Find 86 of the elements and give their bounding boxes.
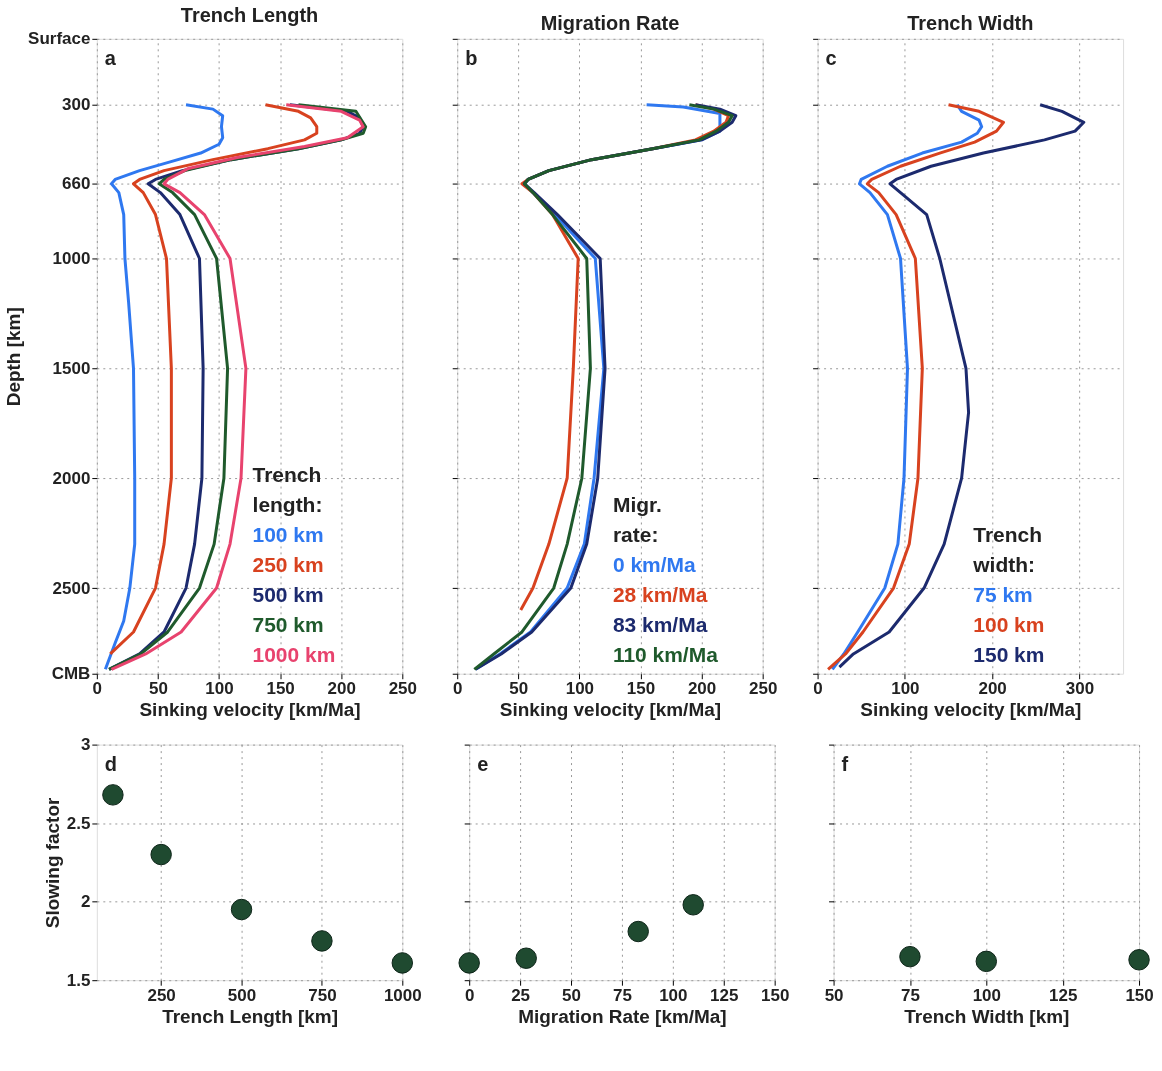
point: [515, 947, 537, 969]
y-tick-label: CMB: [51, 664, 91, 684]
x-axis-title: Sinking velocity [km/Ma]: [860, 699, 1082, 721]
x-tick-label: 100: [205, 679, 234, 699]
x-tick-label: 50: [824, 985, 844, 1005]
annotation: c: [825, 46, 837, 69]
text: 100 km: [973, 612, 1045, 636]
text: 1000 km: [252, 642, 336, 666]
text: 100 km: [252, 522, 324, 546]
x-tick-label: 0: [452, 679, 463, 699]
y-tick-label: 1000: [52, 249, 91, 268]
x-axis-title: Trench Width [km]: [904, 1005, 1070, 1027]
x-tick-label: 75: [612, 985, 632, 1005]
x-tick-label: 0: [92, 679, 103, 699]
x-tick-label: 75: [901, 985, 920, 1005]
point: [682, 894, 704, 916]
y-tick-label: 2.5: [66, 813, 91, 833]
legend-title: Trench length:: [252, 463, 323, 517]
point: [311, 930, 333, 952]
y-tick-label: 3: [80, 735, 91, 755]
x-tick-label: 50: [148, 679, 168, 699]
chart-title: Migration Rate: [540, 12, 680, 35]
annotation: d: [104, 752, 118, 775]
text: 250 km: [252, 552, 324, 576]
legend-title: Trench width:: [972, 522, 1043, 576]
annotation: a: [104, 46, 117, 69]
text: 500 km: [252, 582, 324, 606]
y-axis-title: Depth [km]: [3, 307, 25, 407]
x-tick-label: 50: [562, 985, 581, 1005]
annotation: e: [477, 752, 489, 775]
y-axis-title: Slowing factor: [41, 797, 63, 929]
x-tick-label: 200: [327, 679, 356, 699]
text: 83 km/Ma: [612, 612, 708, 636]
x-tick-label: 100: [972, 985, 1001, 1005]
x-tick-label: 150: [266, 679, 295, 699]
x-tick-label: 25: [511, 985, 531, 1005]
chart-title: Trench Width: [907, 12, 1034, 35]
x-tick-label: 150: [761, 985, 790, 1005]
x-axis-title: Migration Rate [km/Ma]: [518, 1005, 727, 1027]
text: 750 km: [252, 612, 324, 636]
x-tick-label: 100: [565, 679, 595, 699]
x-axis-title: Sinking velocity [km/Ma]: [499, 699, 722, 721]
point: [458, 952, 480, 974]
y-tick-label: Surface: [28, 29, 91, 49]
x-tick-label: 125: [1049, 985, 1078, 1005]
x-tick-label: 0: [813, 679, 823, 699]
y-tick-label: 2500: [52, 578, 91, 598]
x-tick-label: 200: [978, 679, 1007, 699]
point: [102, 784, 124, 806]
x-tick-label: 300: [1065, 679, 1095, 699]
chart-title: Trench Length: [180, 3, 319, 26]
x-tick-label: 750: [308, 985, 337, 1005]
y-tick-label: 660: [62, 174, 91, 194]
x-tick-label: 50: [509, 679, 529, 699]
y-tick-label: 2000: [52, 468, 91, 488]
x-axis-title: Sinking velocity [km/Ma]: [139, 699, 361, 721]
x-tick-label: 500: [227, 985, 257, 1005]
x-axis-title: Trench Length [km]: [162, 1005, 338, 1027]
y-tick-label: 1500: [52, 358, 91, 378]
x-tick-label: 1000: [383, 985, 422, 1005]
point: [150, 843, 172, 866]
x-tick-label: 150: [1125, 985, 1154, 1005]
text: 75 km: [973, 582, 1033, 606]
text: 150 km: [973, 642, 1045, 666]
point: [230, 898, 253, 921]
y-tick-label: 1.5: [66, 970, 91, 990]
x-tick-label: 100: [659, 985, 688, 1005]
x-tick-label: 100: [891, 679, 920, 699]
x-tick-label: 150: [626, 679, 656, 699]
legend-title: Migr. rate:: [612, 493, 662, 546]
x-tick-label: 125: [710, 985, 739, 1005]
text: 28 km/Ma: [612, 582, 708, 606]
point: [627, 920, 649, 943]
x-tick-label: 200: [687, 679, 717, 699]
x-tick-label: 250: [388, 679, 417, 699]
annotation: b: [465, 46, 478, 69]
x-tick-label: 250: [147, 985, 176, 1005]
line-series: [103, 103, 225, 671]
point: [391, 952, 414, 974]
series-label: 0 km/Ma: [612, 552, 696, 576]
text: 110 km/Ma: [612, 642, 719, 666]
x-tick-label: 250: [749, 679, 778, 699]
x-tick-label: 0: [464, 985, 475, 1005]
y-tick-label: 2: [80, 892, 91, 912]
annotation: f: [841, 752, 849, 775]
y-tick-label: 300: [62, 95, 91, 115]
